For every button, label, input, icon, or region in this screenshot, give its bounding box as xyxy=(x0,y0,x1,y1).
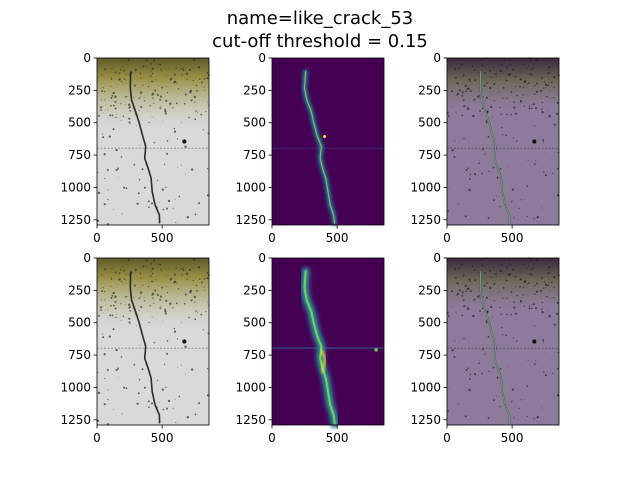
prediction-heatmap-bottom-frame xyxy=(271,257,385,426)
prediction-heatmap-top-frame xyxy=(271,57,385,226)
prediction-heatmap-top-xtick-label: 0 xyxy=(268,231,276,245)
overlay-image-bottom-ytick-label: 250 xyxy=(418,283,441,297)
figure-title-threshold: cut-off threshold = 0.15 xyxy=(212,31,428,52)
prediction-heatmap-top-ytick-label: 500 xyxy=(243,116,266,130)
prediction-heatmap-bottom-ytick-label: 500 xyxy=(243,316,266,330)
original-image-bottom-ytick-label: 750 xyxy=(68,348,91,362)
prediction-heatmap-bottom-xtick-label: 500 xyxy=(326,431,349,445)
overlay-image-bottom-ytick-label: 0 xyxy=(433,251,441,265)
original-image-bottom-ytick-label: 250 xyxy=(68,283,91,297)
prediction-heatmap-top-ytick-label: 0 xyxy=(258,51,266,65)
original-image-bottom-ytick-label: 0 xyxy=(83,251,91,265)
overlay-image-top-ytick-label: 1250 xyxy=(410,213,441,227)
original-image-bottom-ytick-label: 1000 xyxy=(60,380,91,394)
overlay-image-top-ytick-label: 250 xyxy=(418,83,441,97)
prediction-heatmap-bottom-ytick-label: 1250 xyxy=(235,413,266,427)
original-image-bottom-frame xyxy=(96,257,210,426)
original-image-top-ytick-label: 500 xyxy=(68,116,91,130)
overlay-image-top-ytick-label: 750 xyxy=(418,148,441,162)
original-image-bottom-xtick-label: 0 xyxy=(93,431,101,445)
prediction-heatmap-top-ytick-label: 750 xyxy=(243,148,266,162)
overlay-image-bottom-ytick-label: 750 xyxy=(418,348,441,362)
overlay-image-bottom-xtick-label: 0 xyxy=(443,431,451,445)
original-image-top-frame xyxy=(96,57,210,226)
original-image-top-ytick-label: 1000 xyxy=(60,180,91,194)
prediction-heatmap-top-ytick-label: 1000 xyxy=(235,180,266,194)
overlay-image-top-xtick-label: 500 xyxy=(501,231,524,245)
overlay-image-top-ytick-label: 500 xyxy=(418,116,441,130)
overlay-image-bottom-xtick-label: 500 xyxy=(501,431,524,445)
overlay-image-top-frame xyxy=(446,57,560,226)
original-image-top-xtick-label: 0 xyxy=(93,231,101,245)
prediction-heatmap-bottom-xtick-label: 0 xyxy=(268,431,276,445)
prediction-heatmap-top-xtick-label: 500 xyxy=(326,231,349,245)
overlay-image-top-ytick-label: 1000 xyxy=(410,180,441,194)
original-image-top-ytick-label: 250 xyxy=(68,83,91,97)
prediction-heatmap-top-ytick-label: 250 xyxy=(243,83,266,97)
overlay-image-bottom-ytick-label: 500 xyxy=(418,316,441,330)
prediction-heatmap-top-ytick-label: 1250 xyxy=(235,213,266,227)
prediction-heatmap-bottom-ytick-label: 0 xyxy=(258,251,266,265)
overlay-image-bottom-frame xyxy=(446,257,560,426)
overlay-image-top-ytick-label: 0 xyxy=(433,51,441,65)
original-image-top-ytick-label: 1250 xyxy=(60,213,91,227)
original-image-bottom-xtick-label: 500 xyxy=(151,431,174,445)
original-image-bottom-ytick-label: 1250 xyxy=(60,413,91,427)
prediction-heatmap-bottom-ytick-label: 1000 xyxy=(235,380,266,394)
figure-title-name: name=like_crack_53 xyxy=(226,8,414,29)
overlay-image-top-xtick-label: 0 xyxy=(443,231,451,245)
original-image-bottom-ytick-label: 500 xyxy=(68,316,91,330)
original-image-top-ytick-label: 0 xyxy=(83,51,91,65)
overlay-image-bottom-ytick-label: 1000 xyxy=(410,380,441,394)
prediction-heatmap-bottom-ytick-label: 250 xyxy=(243,283,266,297)
prediction-heatmap-bottom-ytick-label: 750 xyxy=(243,348,266,362)
overlay-image-bottom-ytick-label: 1250 xyxy=(410,413,441,427)
original-image-top-ytick-label: 750 xyxy=(68,148,91,162)
original-image-top-xtick-label: 500 xyxy=(151,231,174,245)
